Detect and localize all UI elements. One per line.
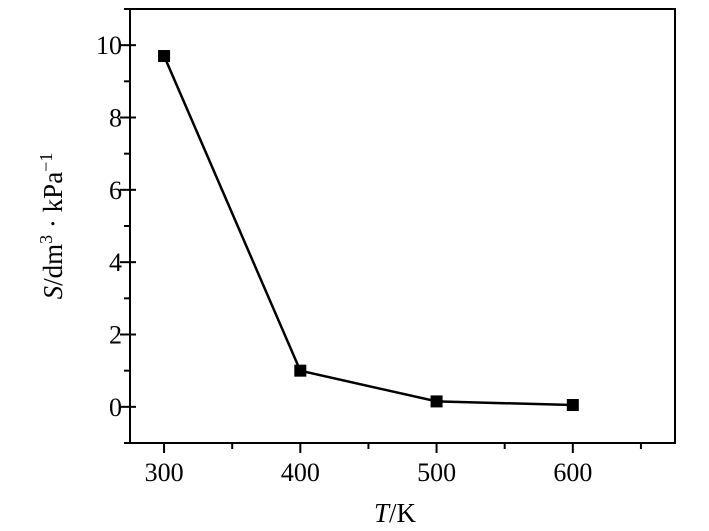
x-tick-label: 300: [145, 458, 184, 487]
tick-labels: 300 400 500 600 0 2 4 6 8 10: [96, 31, 592, 487]
series-line: [162, 55, 573, 407]
y-tick-label: 0: [109, 393, 122, 422]
x-tick-label: 500: [417, 458, 456, 487]
y-axis-title: S/dm3 · kPa−1: [36, 153, 68, 300]
axis-ticks: [120, 8, 642, 453]
x-tick-label: 400: [281, 458, 320, 487]
data-point: [294, 364, 307, 377]
x-axis-title: T/K: [374, 498, 417, 528]
data-markers: [158, 50, 579, 412]
y-tick-label: 6: [109, 176, 122, 205]
data-point: [566, 399, 579, 412]
y-tick-label: 4: [109, 248, 122, 277]
y-tick-label: 2: [109, 321, 122, 350]
y-tick-label: 10: [96, 31, 122, 60]
plot-frame: [129, 8, 676, 444]
y-tick-label: 8: [109, 104, 122, 133]
x-tick-label: 600: [553, 458, 592, 487]
data-point: [430, 395, 443, 408]
data-point: [158, 50, 171, 63]
